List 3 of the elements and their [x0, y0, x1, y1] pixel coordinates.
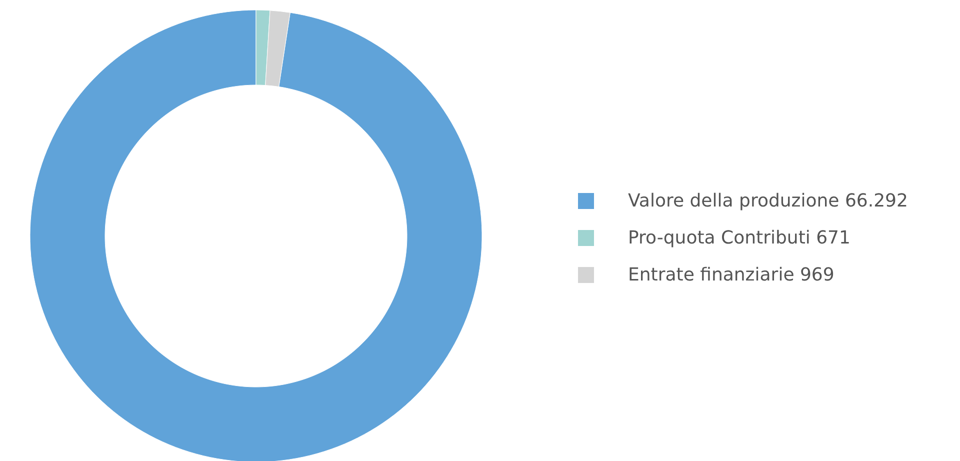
legend-label: Entrate finanziarie 969	[628, 264, 834, 286]
legend-label: Pro-quota Contributi 671	[628, 228, 850, 248]
legend-label: Valore della produzione 66.292	[628, 190, 908, 212]
